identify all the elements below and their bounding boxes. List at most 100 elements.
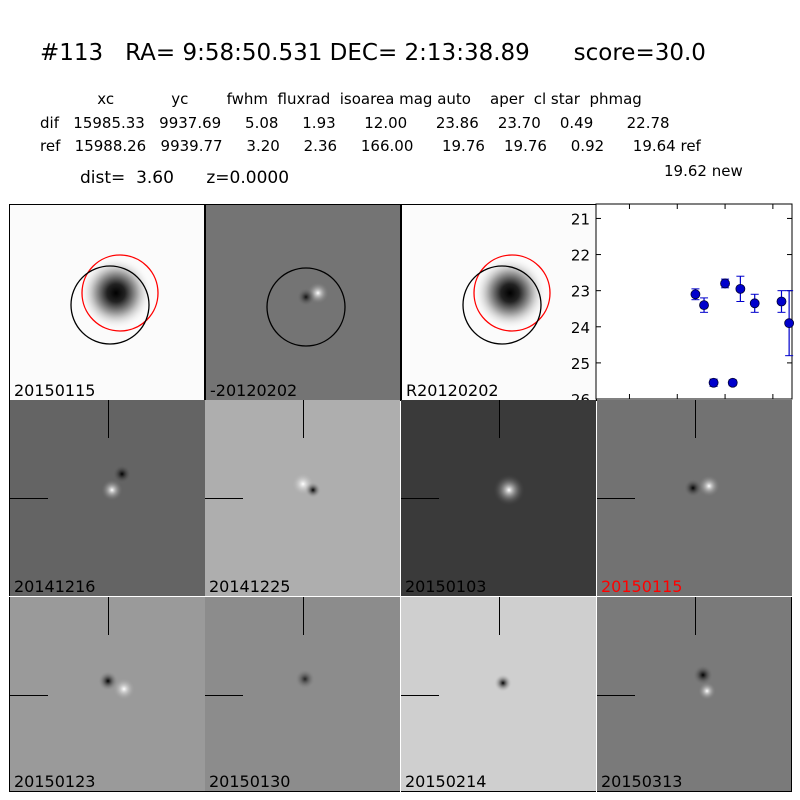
red-aperture-circle (81, 254, 159, 332)
residual-svg (494, 674, 512, 692)
crosshair-horizontal (10, 498, 48, 499)
light-curve-chart: 212223242526−100−50050 (571, 203, 795, 420)
data-point (690, 288, 701, 301)
stamp-new-image: 20150115 (9, 204, 205, 401)
stamp-label: 20150103 (405, 577, 487, 596)
stamp-difference-image: -20120202 (205, 204, 401, 401)
residual-svg (693, 665, 716, 700)
stamp-epoch-20150103: 20150103 (401, 400, 596, 596)
y-tick-label: 21 (571, 210, 590, 228)
stamp-label: 20150130 (209, 772, 291, 791)
crosshair-vertical (499, 400, 500, 438)
red-aperture-circle (473, 254, 551, 332)
point-marker (735, 283, 746, 294)
y-tick-label: 23 (571, 283, 590, 301)
stamp-epoch-20150130: 20150130 (205, 597, 400, 792)
data-point (699, 297, 709, 313)
stamp-label: 20141225 (209, 577, 291, 596)
positive-residual (698, 682, 716, 700)
crosshair-vertical (108, 597, 109, 635)
crosshair-horizontal (597, 498, 635, 499)
crosshair-horizontal (401, 695, 439, 696)
negative-residual (113, 465, 131, 483)
stamp-label: 20150123 (14, 772, 96, 791)
crosshair-vertical (108, 400, 109, 438)
crosshair-vertical (303, 597, 304, 635)
point-marker (699, 300, 709, 311)
point-marker (690, 289, 701, 300)
crosshair-vertical (695, 400, 696, 438)
data-point (720, 278, 730, 289)
negative-residual (297, 288, 315, 306)
candidate-title: #113 RA= 9:58:50.531 DEC= 2:13:38.89 sco… (40, 40, 706, 66)
data-point (727, 377, 738, 388)
plot-frame (595, 203, 793, 400)
point-marker (708, 377, 719, 388)
columns-header: xc yc fwhm fluxrad isoarea mag auto aper… (40, 90, 642, 108)
crosshair-vertical (499, 597, 500, 635)
negative-residual (494, 674, 512, 692)
dif-row: dif 15985.33 9937.69 5.08 1.93 12.00 23.… (40, 114, 670, 132)
residual-svg (295, 669, 315, 689)
black-aperture-circle (462, 265, 542, 345)
negative-residual (693, 665, 713, 685)
stamp-epoch-20141225: 20141225 (205, 400, 400, 596)
point-marker (727, 377, 738, 388)
data-point (735, 275, 746, 302)
stamp-epoch-20150313: 20150313 (597, 597, 792, 792)
crosshair-horizontal (205, 498, 243, 499)
negative-residual (305, 482, 321, 498)
y-tick-label: 24 (571, 319, 590, 337)
y-tick-label: 25 (571, 355, 590, 373)
crosshair-vertical (303, 400, 304, 438)
data-point (784, 290, 795, 357)
stamp-reference-image: R20120202 (401, 204, 597, 401)
residual-svg (493, 474, 525, 506)
data-point (776, 290, 787, 313)
stamp-label: 20150214 (405, 772, 487, 791)
stamp-label: R20120202 (406, 381, 499, 400)
black-aperture-circle (266, 267, 346, 347)
stamp-epoch-20150123: 20150123 (9, 597, 205, 792)
stamp-label: 20150313 (601, 772, 683, 791)
negative-residual (295, 669, 315, 689)
star-blob (474, 257, 546, 329)
stamp-new-svg (70, 254, 159, 345)
crosshair-horizontal (10, 695, 48, 696)
dist-redshift-line: dist= 3.60 z=0.0000 (80, 168, 290, 188)
data-point (749, 293, 760, 313)
data-point (708, 377, 719, 388)
crosshair-horizontal (205, 695, 243, 696)
stamp-epoch-20150214: 20150214 (401, 597, 596, 792)
stamp-label: 20150115 (14, 381, 96, 400)
stamp-diff-svg (266, 267, 346, 347)
light-curve-axes: 212223242526−100−50050 (571, 203, 793, 420)
y-tick-label: 22 (571, 247, 590, 265)
residual-svg (292, 473, 321, 498)
residual-svg (98, 671, 135, 700)
crosshair-horizontal (401, 498, 439, 499)
positive-residual (698, 475, 720, 497)
ref-row: ref 15988.26 9939.77 3.20 2.36 166.00 19… (40, 137, 701, 155)
stamp-label: 20141216 (14, 577, 96, 596)
negative-residual (98, 671, 118, 691)
stamp-epoch-20150115: 20150115 (597, 400, 792, 596)
negative-residual (684, 479, 702, 497)
black-aperture-circle (70, 265, 150, 345)
new-mag-row: 19.62 new (664, 162, 743, 180)
stamp-label: -20120202 (210, 381, 298, 400)
light-curve-points (690, 275, 795, 388)
point-marker (749, 298, 760, 309)
crosshair-vertical (695, 597, 696, 635)
positive-residual (113, 678, 135, 700)
stamp-label-current: 20150115 (601, 577, 683, 596)
crosshair-horizontal (597, 695, 635, 696)
point-marker (784, 318, 795, 329)
positive-residual (101, 479, 123, 501)
point-marker (720, 278, 730, 289)
stamp-ref-svg (462, 254, 551, 345)
point-marker (776, 296, 787, 307)
stamp-epoch-20141216: 20141216 (9, 400, 205, 596)
residual-svg (101, 465, 131, 501)
positive-residual (493, 474, 525, 506)
